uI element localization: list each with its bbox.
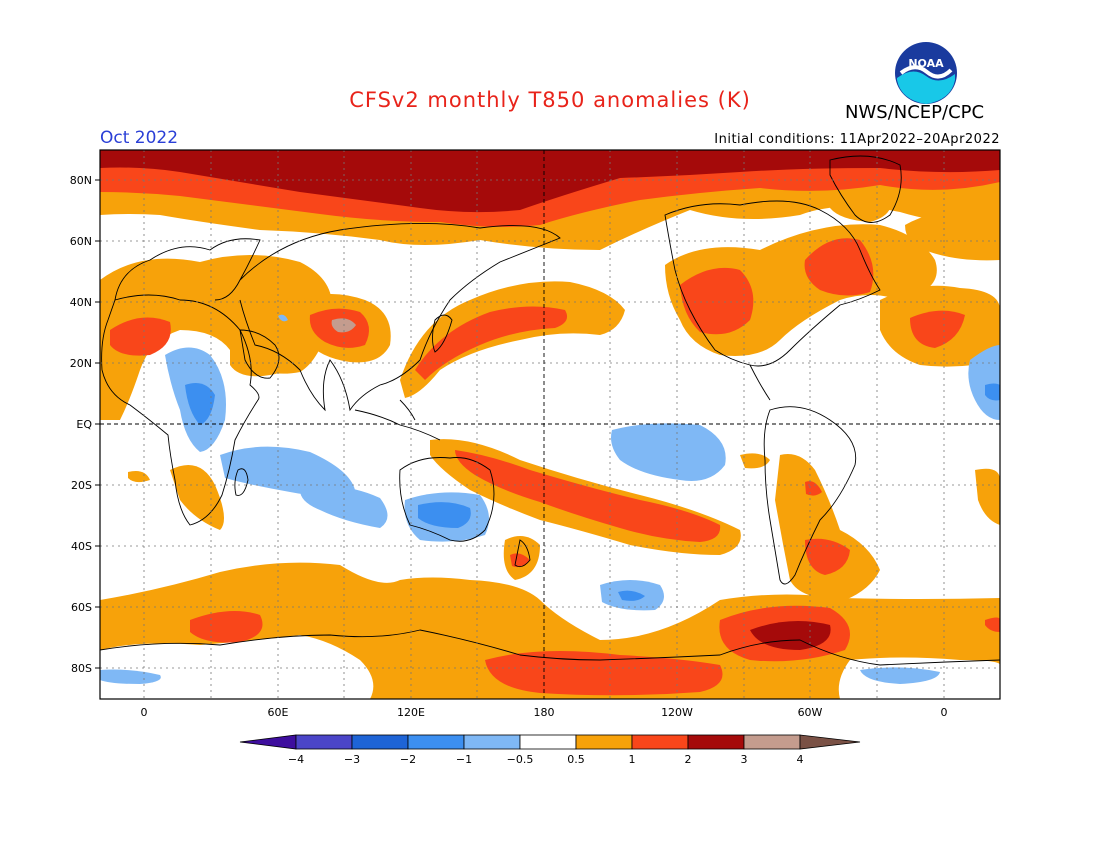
contour-orange-europe xyxy=(100,255,332,420)
lat-label: 80S xyxy=(71,662,92,675)
contour-blue-australia xyxy=(418,502,471,528)
lon-label: 60W xyxy=(798,706,823,719)
colorbar-swatch xyxy=(743,734,801,750)
colorbar-label: 3 xyxy=(741,753,748,766)
colorbar-label: 2 xyxy=(685,753,692,766)
colorbar-label: 1 xyxy=(629,753,636,766)
lat-label: 40N xyxy=(70,296,92,309)
colorbar-arrow-min xyxy=(239,734,297,750)
contour-red-west-us xyxy=(680,267,754,335)
map-title: CFSv2 monthly T850 anomalies (K) xyxy=(349,88,751,112)
lat-label: 60S xyxy=(71,601,92,614)
contour-blue-africa xyxy=(185,382,215,425)
anomaly-contours xyxy=(100,150,1000,699)
colorbar-label: −2 xyxy=(400,753,416,766)
graticule xyxy=(100,150,1000,699)
coastlines xyxy=(100,155,1000,666)
lat-label: 20N xyxy=(70,357,92,370)
contour-lightblue-epacific xyxy=(611,423,726,481)
contour-orange-samerica xyxy=(775,454,880,600)
lon-label: 0 xyxy=(941,706,948,719)
colorbar-swatch xyxy=(631,734,689,750)
colorbar-swatch xyxy=(519,734,577,750)
contour-red-wpacific xyxy=(415,306,568,380)
lon-label: 180 xyxy=(534,706,555,719)
contour-lightblue-indian xyxy=(220,446,355,496)
lon-label: 60E xyxy=(268,706,289,719)
lat-labels: 80N 60N 40N 20N EQ 20S 40S 60S 80S xyxy=(70,174,93,675)
colorbar-swatch xyxy=(463,734,521,750)
contour-red-southern-indian xyxy=(190,611,263,643)
colorbar-label: 4 xyxy=(797,753,804,766)
initial-conditions-label: Initial conditions: 11Apr2022–20Apr2022 xyxy=(714,132,1000,147)
colorbar-arrow-max xyxy=(799,734,861,750)
contour-red-spacific xyxy=(455,450,721,542)
colorbar-label: 0.5 xyxy=(567,753,585,766)
noaa-logo: NOAA xyxy=(895,42,957,104)
contour-red-hudson xyxy=(804,238,874,296)
lat-label: EQ xyxy=(76,418,92,431)
contour-deepred-arctic xyxy=(100,150,1000,213)
contour-red-mediterranean xyxy=(110,317,171,356)
lon-label: 120E xyxy=(397,706,425,719)
lat-label: 20S xyxy=(71,479,92,492)
lat-label: 40S xyxy=(71,540,92,553)
lon-label: 120W xyxy=(661,706,693,719)
colorbar-swatch xyxy=(351,734,409,750)
contour-orange-wpacific xyxy=(400,281,625,398)
forecast-month-label: Oct 2022 xyxy=(100,128,179,148)
colorbar-label: −3 xyxy=(344,753,360,766)
contour-orange-south-africa xyxy=(170,465,224,530)
colorbar-label: −1 xyxy=(456,753,472,766)
colorbar-label: −4 xyxy=(288,753,304,766)
colorbar-label: −0.5 xyxy=(507,753,534,766)
organization-label: NWS/NCEP/CPC xyxy=(845,102,985,123)
lat-label: 80N xyxy=(70,174,92,187)
colorbar: −4 −3 −2 −1 −0.5 0.5 1 2 3 4 xyxy=(239,734,861,766)
colorbar-swatch xyxy=(295,734,353,750)
contour-lightblue-west-africa xyxy=(968,345,1000,420)
lon-labels: 0 60E 120E 180 120W 60W 0 xyxy=(141,706,948,719)
lon-label: 0 xyxy=(141,706,148,719)
colorbar-swatch xyxy=(407,734,465,750)
noaa-logo-text: NOAA xyxy=(908,57,944,70)
colorbar-swatch xyxy=(575,734,633,750)
lat-label: 60N xyxy=(70,235,92,248)
colorbar-swatch xyxy=(687,734,745,750)
